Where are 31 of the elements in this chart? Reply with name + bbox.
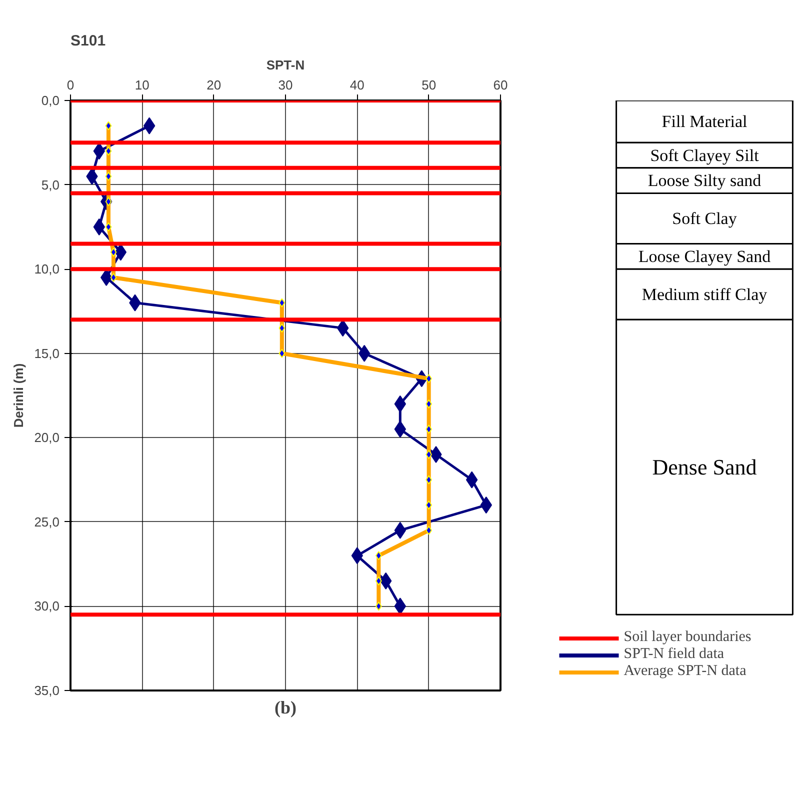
text: Fill Material	[662, 112, 748, 132]
x-tick-label: 20	[206, 78, 222, 92]
x-tick-label: 10	[134, 78, 150, 92]
x-tick-label: 50	[422, 78, 436, 92]
text: Dense Sand	[652, 454, 757, 480]
y-tick-label: 25,0	[34, 514, 60, 530]
x-tick-label: 40	[350, 78, 364, 92]
y-tick-label: 30,0	[34, 598, 60, 614]
legend-label: Soil layer boundaries	[624, 629, 752, 646]
y-axis-title: Derinli (m)	[11, 363, 26, 428]
legend-label: SPT-N field data	[624, 646, 724, 663]
text: Medium stiff Clay	[642, 284, 768, 304]
text: (b)	[274, 698, 297, 718]
x-tick-label: 30	[278, 78, 293, 92]
y-tick-label: 15,0	[34, 346, 60, 361]
point	[430, 446, 442, 463]
y-tick-label: 35,0	[34, 683, 60, 698]
y-tick-label: 0,0	[41, 93, 60, 108]
x-tick-label: 60	[493, 78, 508, 92]
point	[100, 269, 112, 286]
x-axis-title: SPT-N	[266, 58, 305, 72]
text: Loose Silty sand	[648, 171, 762, 190]
y-tick-label: 10,0	[34, 262, 60, 277]
chart-title: S101	[70, 32, 106, 50]
legend-label: Average SPT-N data	[624, 663, 746, 680]
y-tick-label: 5,0	[41, 177, 60, 192]
text: Loose Clayey Sand	[638, 246, 772, 266]
x-tick-label: 0	[66, 78, 74, 92]
text: Soft Clayey Silt	[650, 146, 760, 165]
y-tick-label: 20,0	[34, 430, 60, 446]
text: Soft Clay	[672, 209, 738, 228]
